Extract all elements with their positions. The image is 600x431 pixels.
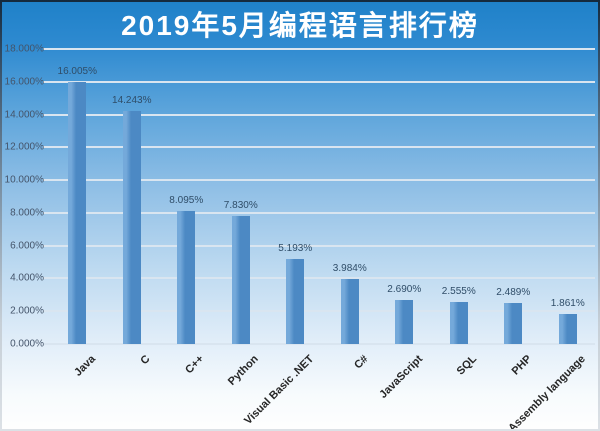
x-axis-category-label: PHP — [509, 353, 534, 378]
y-axis-tick-label: 18.000% — [4, 43, 44, 55]
x-axis-category-label: Java — [71, 353, 98, 379]
y-axis-tick-label: 0.000% — [10, 338, 44, 350]
gridline — [43, 244, 595, 247]
bar-c — [122, 110, 141, 344]
bar-assembly-language — [558, 313, 577, 344]
bar-python — [231, 215, 250, 344]
gridline — [43, 211, 595, 214]
y-axis-tick-label: 4.000% — [10, 272, 44, 284]
x-axis: Java C C++ Python Visual Basic .NET C# JavaScr… — [50, 344, 595, 429]
bar-value-label: 2.690% — [387, 283, 422, 295]
y-axis-tick-label: 8.000% — [10, 207, 44, 219]
bar-java — [68, 81, 87, 344]
x-axis-category-label: C++ — [183, 353, 207, 377]
bar-javascript — [395, 299, 414, 344]
y-axis-tick-label: 14.000% — [4, 109, 44, 121]
gridline — [43, 277, 595, 280]
bar-value-label: 1.861% — [550, 297, 585, 309]
x-axis-category-label: C# — [351, 353, 371, 372]
plot-area: 16.005% 14.243% 8.095% 7.830% 5.193% 3.984% 2.… — [43, 48, 595, 345]
x-axis-category-label: C — [138, 353, 153, 368]
bar-value-label: 7.830% — [223, 199, 258, 211]
bar-value-label: 2.489% — [496, 287, 531, 299]
bar-sql — [449, 302, 468, 344]
gridline — [43, 146, 595, 149]
bar-value-label: 2.555% — [441, 286, 476, 298]
x-axis-category-label: Python — [226, 353, 262, 388]
y-axis-tick-label: 10.000% — [4, 174, 44, 186]
gridline — [43, 179, 595, 182]
bar-value-label: 3.984% — [332, 262, 367, 274]
bar-visual-basic-net — [286, 258, 305, 344]
bar-php — [504, 303, 523, 344]
bar-value-label: 14.243% — [112, 94, 152, 106]
y-axis-tick-label: 12.000% — [4, 141, 44, 153]
gridline — [43, 48, 595, 50]
y-axis-tick-label: 16.000% — [4, 76, 44, 88]
x-axis-category-label: SQL — [454, 353, 480, 378]
y-axis-tick-label: 6.000% — [10, 240, 44, 252]
y-axis: 0.000% 2.000% 4.000% 6.000% 8.000% 10.000% 12.… — [2, 2, 46, 429]
bar-value-label: 16.005% — [57, 65, 97, 77]
bar-value-label: 5.193% — [278, 242, 313, 254]
chart-title: 2019年5月编程语言排行榜 — [121, 10, 479, 41]
bar-c- — [177, 211, 196, 344]
gridline — [43, 343, 595, 345]
bar-c- — [340, 278, 359, 344]
gridline — [43, 80, 595, 83]
x-axis-category-label: JavaScript — [376, 353, 425, 401]
bar-value-label: 8.095% — [169, 195, 204, 207]
y-axis-tick-label: 2.000% — [10, 305, 44, 317]
gridline — [43, 310, 595, 313]
gridline — [43, 113, 595, 116]
